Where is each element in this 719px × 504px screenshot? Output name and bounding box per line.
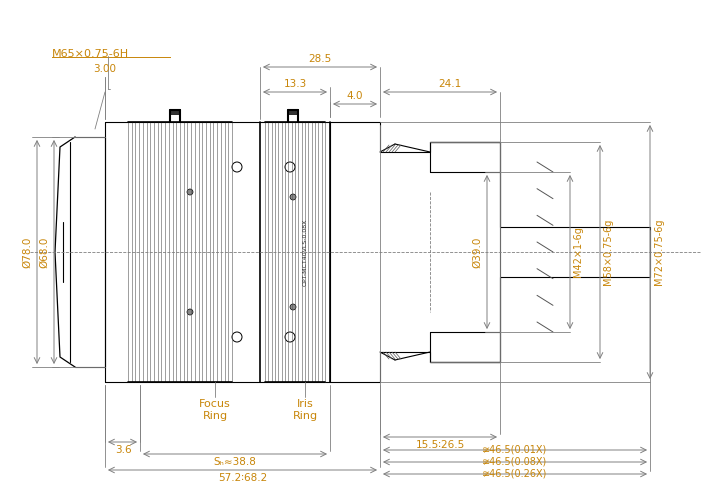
Text: Focus
Ring: Focus Ring (199, 399, 231, 421)
Text: Ø39.0: Ø39.0 (472, 236, 482, 268)
Text: M42×1-6g: M42×1-6g (573, 227, 583, 277)
Text: ≆46.5(0.01X): ≆46.5(0.01X) (482, 445, 548, 455)
Text: 3.6: 3.6 (115, 445, 132, 455)
Text: ≆46.5(0.08X): ≆46.5(0.08X) (482, 457, 548, 467)
Text: Ø68.0: Ø68.0 (39, 236, 49, 268)
Text: Iris
Ring: Iris Ring (293, 399, 318, 421)
Text: 4.0: 4.0 (347, 91, 363, 101)
Bar (288, 109, 298, 114)
Text: OPT-MCT40VLS-0.08X: OPT-MCT40VLS-0.08X (303, 218, 308, 286)
Text: M72×0.75-6g: M72×0.75-6g (654, 219, 664, 285)
Text: 13.3: 13.3 (283, 79, 306, 89)
Text: Ø78.0: Ø78.0 (22, 236, 32, 268)
Text: 24.1: 24.1 (439, 79, 462, 89)
Circle shape (187, 189, 193, 195)
Text: 57.2∶68.2: 57.2∶68.2 (218, 473, 267, 483)
Text: M65×0.75-6H: M65×0.75-6H (52, 49, 129, 59)
Text: M58×0.75-6g: M58×0.75-6g (603, 219, 613, 285)
Text: 28.5: 28.5 (308, 54, 331, 64)
Circle shape (290, 194, 296, 200)
Text: 15.5∶26.5: 15.5∶26.5 (416, 440, 464, 450)
Bar (170, 109, 180, 114)
Circle shape (187, 309, 193, 315)
Text: 3.00: 3.00 (93, 64, 116, 74)
Text: Sₕ≈38.8: Sₕ≈38.8 (214, 457, 257, 467)
Circle shape (290, 304, 296, 310)
Text: ≆46.5(0.26X): ≆46.5(0.26X) (482, 469, 548, 479)
